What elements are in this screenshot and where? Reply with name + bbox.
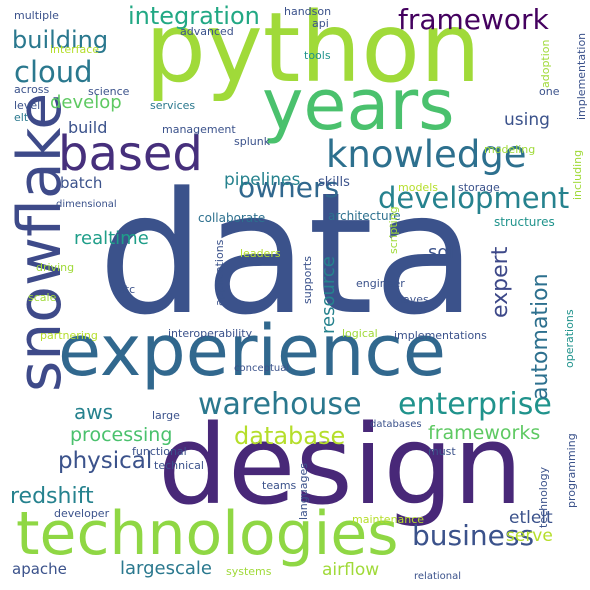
- word: scale: [28, 291, 57, 304]
- word: business: [412, 519, 535, 552]
- word: services: [150, 99, 196, 112]
- word: implementations: [394, 329, 487, 342]
- word: applications: [213, 239, 226, 306]
- word: science: [88, 85, 130, 98]
- word: experience: [58, 310, 446, 392]
- word: development: [378, 181, 570, 215]
- word: driving: [36, 261, 75, 274]
- word: storage: [458, 181, 500, 194]
- word: sql: [428, 242, 454, 263]
- word: leaders: [240, 247, 281, 260]
- word: physical: [58, 448, 153, 474]
- word: must: [428, 445, 456, 458]
- word: warehouse: [198, 387, 362, 422]
- word: largescale: [120, 558, 212, 579]
- word: integration: [128, 2, 260, 30]
- word: haves: [396, 293, 429, 306]
- word: developer: [54, 507, 110, 520]
- word: databases: [370, 419, 422, 430]
- word: etc: [118, 283, 136, 296]
- word: one: [539, 85, 560, 98]
- word: multiple: [14, 9, 59, 22]
- word: functional: [132, 445, 187, 458]
- word: serve: [506, 526, 553, 546]
- word: skills: [318, 175, 350, 190]
- word: api: [312, 17, 329, 30]
- word: airflow: [322, 560, 380, 580]
- word: programming: [565, 433, 578, 508]
- word: interoperability: [168, 327, 253, 340]
- word: expert: [488, 246, 513, 318]
- word: frameworks: [428, 422, 541, 444]
- word: owners: [238, 171, 340, 204]
- word: modeling: [484, 143, 536, 156]
- word: level: [14, 99, 41, 112]
- word: build: [68, 118, 108, 137]
- word: handson: [284, 5, 332, 18]
- word: conceptual: [234, 363, 290, 374]
- word: supports: [301, 256, 314, 304]
- word: realtime: [74, 228, 149, 249]
- word: dimensional: [56, 199, 117, 210]
- word: using: [504, 110, 550, 130]
- word: design: [158, 401, 523, 529]
- word: python: [145, 0, 481, 104]
- word: advanced: [180, 25, 234, 38]
- word: operations: [563, 309, 576, 368]
- word: building: [12, 26, 109, 54]
- word: elt: [14, 111, 29, 124]
- word: across: [14, 83, 50, 96]
- word: maintenance: [352, 513, 425, 526]
- word: management: [162, 123, 236, 136]
- word: teams: [262, 479, 297, 492]
- word: languages: [297, 463, 310, 520]
- word: adoption: [539, 39, 552, 88]
- word: redshift: [10, 484, 94, 509]
- word: architecture: [328, 209, 401, 223]
- word: scripting: [387, 206, 400, 254]
- word: based: [58, 126, 203, 182]
- word: splunk: [234, 135, 271, 148]
- word: etlelt: [509, 508, 553, 528]
- word: interface: [50, 43, 100, 56]
- word: aws: [74, 400, 114, 424]
- word: database: [234, 422, 346, 450]
- word: technical: [154, 459, 204, 472]
- word: pipelines: [224, 170, 301, 190]
- word: batch: [60, 174, 103, 192]
- word: technologies: [16, 499, 399, 569]
- word: relational: [414, 571, 462, 582]
- word: models: [398, 181, 438, 194]
- word: processing: [70, 424, 173, 446]
- word: implementation: [575, 32, 588, 120]
- word: data: [98, 156, 477, 352]
- word: collaborate: [198, 211, 266, 225]
- word: years: [262, 64, 455, 146]
- word: apache: [12, 560, 67, 578]
- word: resource: [318, 256, 339, 334]
- word: enterprise: [398, 387, 552, 422]
- word: cloud: [14, 55, 93, 89]
- word: engineer: [356, 277, 405, 290]
- word: structures: [494, 215, 555, 229]
- word: technology: [537, 466, 550, 528]
- word: develop: [50, 92, 122, 113]
- word: knowledge: [326, 133, 527, 176]
- word: tools: [304, 49, 331, 62]
- word: partnering: [40, 329, 98, 342]
- word: systems: [226, 565, 272, 578]
- word: logical: [342, 327, 378, 340]
- word: automation: [528, 273, 553, 400]
- word: large: [152, 409, 180, 422]
- word: framework: [398, 3, 549, 36]
- word: including: [571, 149, 584, 200]
